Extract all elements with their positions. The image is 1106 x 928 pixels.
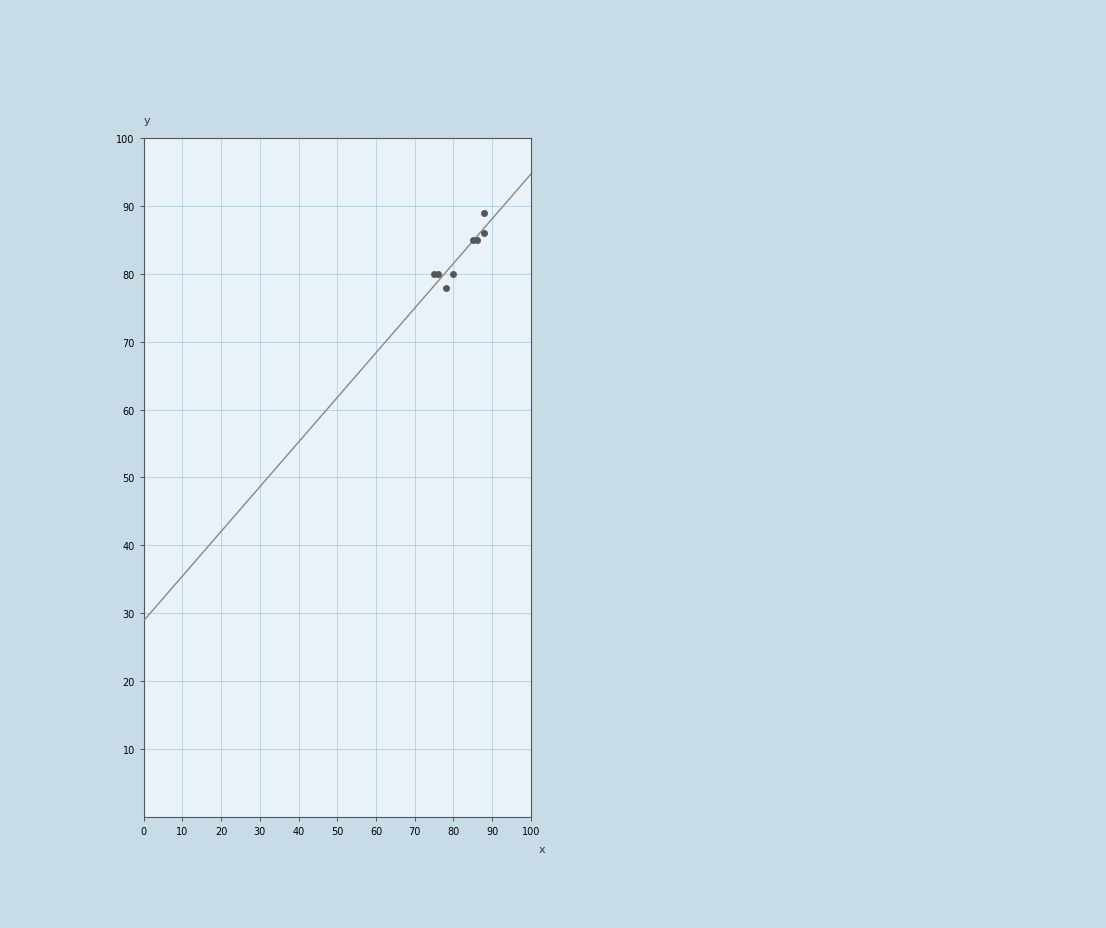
Point — [429, 267, 447, 282]
Text: y: y — [144, 116, 150, 125]
Point — [465, 233, 482, 248]
Point — [437, 281, 455, 296]
Text: x: x — [539, 844, 545, 854]
Point — [468, 233, 486, 248]
Point — [445, 267, 462, 282]
Point — [425, 267, 442, 282]
Point — [476, 206, 493, 221]
Point — [476, 226, 493, 241]
